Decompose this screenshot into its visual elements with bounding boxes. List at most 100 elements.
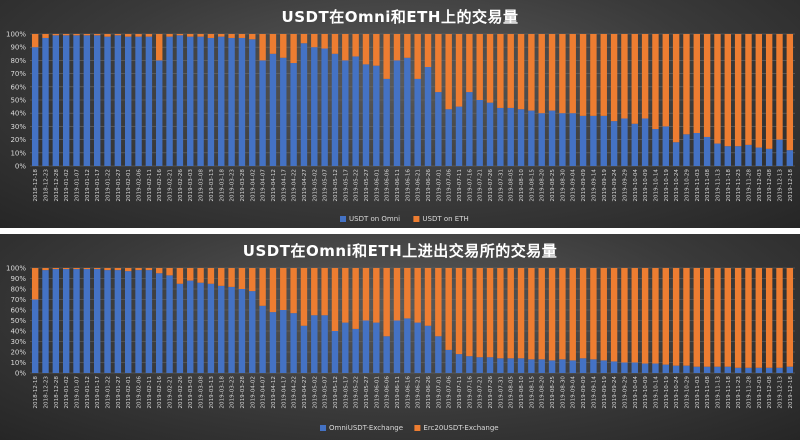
bar-segment [435,92,442,166]
x-tick-label: 2019-11-13 [715,376,721,409]
bar-segment [486,102,494,166]
legend-label: OmniUSDT-Exchange [329,424,403,432]
bar-segment [590,268,597,360]
bar-segment [187,34,194,37]
bar-segment [662,126,669,166]
x-tick-label: 2019-03-03 [188,169,194,202]
x-tick-label: 2019-12-08 [767,169,773,202]
bar-segment [466,34,473,93]
x-tick-label: 2019-07-21 [478,169,484,202]
x-tick-label: 2019-10-24 [674,376,680,409]
x-tick-label: 2019-06-21 [416,169,422,202]
bar-segment [383,268,390,337]
x-tick-label: 2019-01-12 [85,169,91,202]
legend-swatch [340,216,346,222]
bar-segment [579,268,587,359]
bar-segment [548,110,556,166]
bar-segment [311,34,318,48]
x-tick-label: 2019-01-22 [106,376,112,409]
x-tick-label: 2018-12-28 [54,376,60,409]
bar-segment [559,34,566,114]
bar-segment [755,147,763,166]
bar-segment [765,367,773,373]
x-tick-label: 2019-03-18 [219,376,225,409]
x-tick-label: 2019-07-31 [498,169,504,202]
x-tick-label: 2019-10-24 [674,169,680,202]
bar-segment [476,100,483,166]
bar-segment [414,78,421,166]
bar-segment [652,268,659,364]
x-tick-label: 2019-06-06 [385,376,391,409]
chart-svg-exchange-volume: 0% 10% 20% 30% 40% 50% 60% 70% 80% 90% 100% 2018-12… [6,265,795,432]
bar-segment [156,268,163,274]
bar-segment [197,34,204,37]
bar-segment [145,36,153,166]
bar-segment [331,268,339,331]
bar-segment [393,34,401,61]
x-tick-label: 2019-08-20 [540,169,546,202]
bar-segment [683,34,690,135]
bar-segment [259,34,266,61]
x-tick-label: 2018-12-18 [33,376,39,409]
y-tick-label: 30% [10,123,26,131]
bar-segment [83,35,91,166]
bar-segment [631,268,638,363]
bar-segment [280,57,287,167]
bar-segment [445,109,452,166]
bar-segment [42,268,49,271]
bar-segment [538,268,545,360]
bar-segment [393,320,401,373]
bar-segment [269,53,277,166]
bar-segment [393,268,401,321]
x-tick-label: 2019-02-16 [157,376,163,409]
bar-segment [114,268,122,271]
x-tick-label: 2019-10-19 [664,169,670,202]
bar-segment [290,63,297,166]
bar-segment [187,36,194,166]
bar-segment [156,34,163,61]
x-tick-label: 2019-11-08 [705,169,711,202]
x-tick-label: 2019-05-02 [312,376,318,409]
bar-segment [404,268,411,319]
x-tick-label: 2019-11-03 [695,376,701,409]
y-tick-label: 90% [10,44,26,52]
x-tick-label: 2019-09-09 [581,169,587,202]
bar-segment [207,283,215,373]
bar-segment [352,328,359,373]
x-tick-label: 2019-01-22 [106,169,112,202]
bar-segment [104,270,111,373]
bar-segment [104,268,111,271]
y-tick-label: 70% [10,296,26,304]
x-tick-label: 2019-05-07 [323,169,329,202]
bar-segment [404,57,411,167]
bar-segment [414,268,421,323]
x-tick-label: 2019-07-11 [457,169,463,202]
bar-segment [290,34,297,64]
bar-segment [776,367,783,373]
x-tick-label: 2019-07-31 [498,376,504,409]
bar-segment [569,113,576,166]
x-tick-label: 2019-12-13 [777,376,783,409]
x-tick-label: 2019-11-23 [736,376,742,409]
bar-segment [383,34,390,79]
bar-segment [342,268,349,323]
bar-segment [135,268,142,271]
bar-segment [83,268,91,270]
bar-segment [559,359,566,373]
x-tick-label: 2019-04-12 [271,169,277,202]
bar-segment [300,34,308,44]
bar-segment [259,305,266,373]
bar-segment [435,34,442,93]
bar-segment [342,322,349,373]
y-tick-label: 40% [10,328,26,336]
bar-segment [714,268,721,367]
bar-segment [590,115,597,166]
x-tick-label: 2019-09-24 [612,169,618,202]
x-tick-label: 2019-03-18 [219,169,225,202]
x-tick-label: 2019-02-06 [137,376,143,409]
bar-segment [703,366,711,373]
bar-segment [290,313,297,373]
x-tick-label: 2019-07-21 [478,376,484,409]
x-tick-label: 2019-04-02 [250,169,256,202]
x-tick-label: 2019-09-04 [571,376,577,409]
